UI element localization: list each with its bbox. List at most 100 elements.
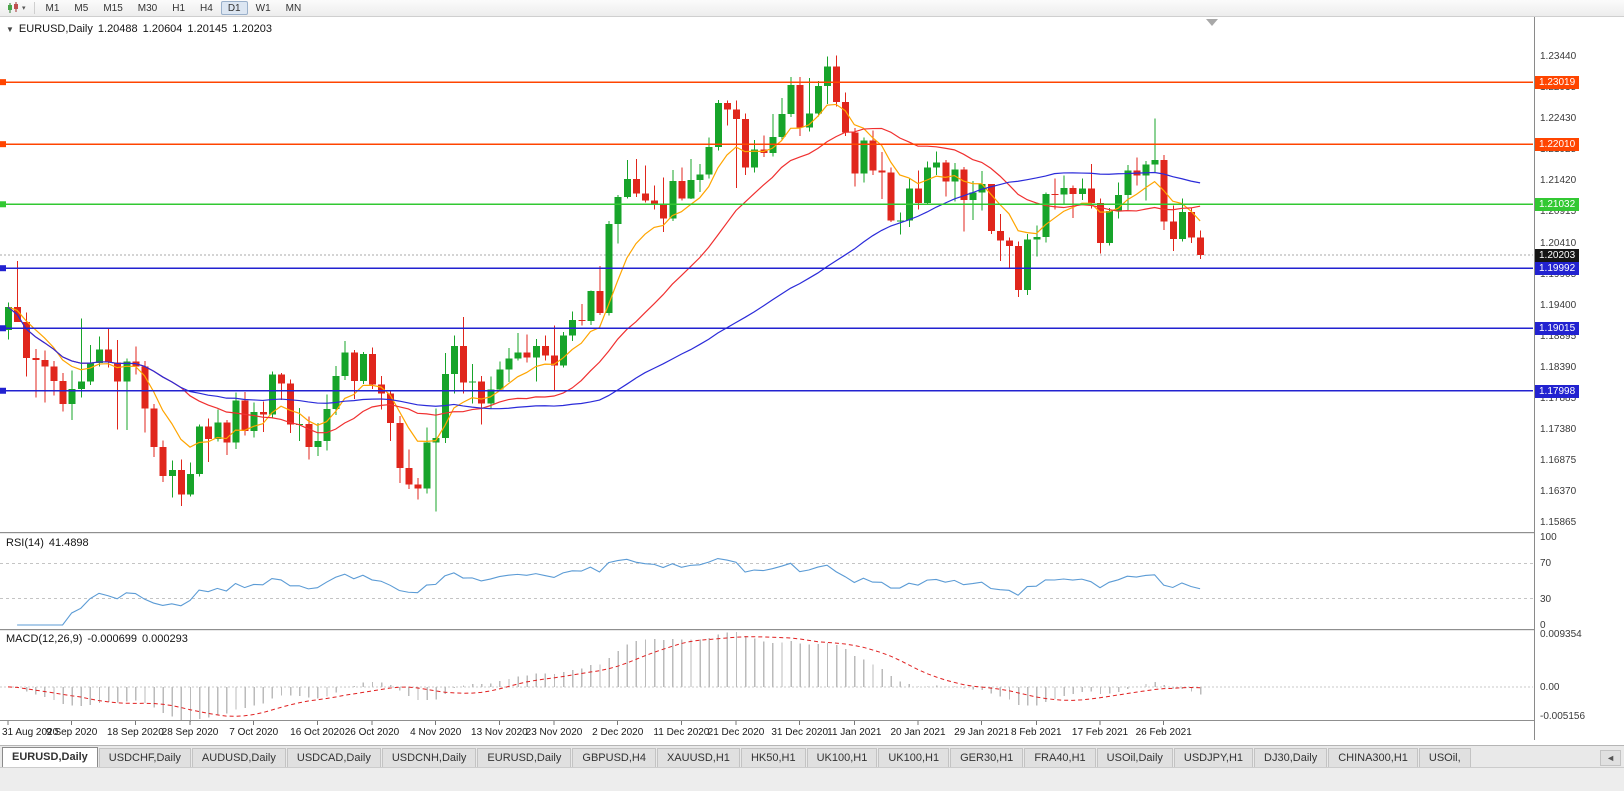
price-tick-label: 1.15865	[1540, 516, 1577, 528]
timeframe-button-m30[interactable]: M30	[137, 3, 158, 14]
chart-tab-ger30-h1[interactable]: GER30,H1	[950, 748, 1024, 768]
date-label: 2 Dec 2020	[592, 727, 644, 738]
candle-body	[1069, 187, 1077, 194]
chart-tab-eurusd-daily[interactable]: EURUSD,Daily	[2, 747, 98, 768]
chart-tab-usoil-[interactable]: USOil,	[1418, 748, 1471, 768]
chart-tab-usdjpy-h1[interactable]: USDJPY,H1	[1173, 748, 1254, 768]
rsi-title: RSI(14)	[6, 537, 44, 549]
timeframe-button-w1[interactable]: W1	[255, 3, 271, 14]
candle-body	[960, 169, 968, 201]
candle-body	[833, 66, 841, 102]
chart-tab-fra40-h1[interactable]: FRA40,H1	[1024, 748, 1096, 768]
candle-body	[460, 345, 467, 383]
candle-body	[796, 85, 804, 128]
candle-body	[723, 102, 731, 110]
candle-body	[678, 181, 686, 199]
candle-body	[32, 358, 40, 360]
date-label: 23 Nov 2020	[526, 727, 583, 738]
chart-tab-hk50-h1[interactable]: HK50,H1	[740, 748, 806, 768]
candle-body	[1006, 240, 1013, 247]
candle-body	[86, 362, 94, 382]
hline-price-tag[interactable]: 1.23019	[1535, 76, 1580, 90]
candle-body	[742, 118, 750, 168]
date-label: 7 Oct 2020	[229, 727, 278, 738]
date-label: 29 Jan 2021	[954, 727, 1009, 738]
timeframe-button-m15[interactable]: M15	[103, 3, 123, 14]
date-label: 20 Jan 2021	[890, 727, 945, 738]
hline-price-tag[interactable]: 1.17998	[1535, 384, 1580, 398]
chart-tab-usoil-daily[interactable]: USOil,Daily	[1096, 748, 1173, 768]
timeframe-button-d1[interactable]: D1	[220, 1, 248, 15]
chart-tab-strip: EURUSD,Daily USDCHF,Daily AUDUSD,Daily USDC…	[0, 745, 1624, 768]
chart-tab-eurusd-daily[interactable]: EURUSD,Daily	[477, 748, 572, 768]
candle-body	[405, 468, 413, 485]
hline-price-tag[interactable]: 1.21032	[1535, 198, 1580, 212]
candle-body	[1097, 203, 1104, 244]
candle-body	[41, 359, 49, 367]
date-label: 31 Aug 2020	[2, 727, 59, 738]
candle-body	[887, 172, 895, 221]
price-tick-label: 1.23440	[1540, 51, 1577, 63]
chart-shift-marker[interactable]	[1206, 19, 1218, 26]
candle-body	[505, 358, 513, 370]
chart-type-button[interactable]: ▾	[3, 1, 30, 16]
candle-body	[314, 441, 322, 448]
chart-tab-usdcad-daily[interactable]: USDCAD,Daily	[286, 748, 381, 768]
price-tick-label: 1.18895	[1540, 330, 1577, 342]
candlestick-chart-icon	[8, 2, 18, 13]
chart-tab-xauusd-h1[interactable]: XAUUSD,H1	[656, 748, 740, 768]
candle-body	[1115, 195, 1123, 212]
chart-tab-usdchf-daily[interactable]: USDCHF,Daily	[98, 748, 191, 768]
macd-header: MACD(12,26,9) -0.000699 0.000293	[6, 633, 188, 645]
timeframes-toolbar: ▾ M1 M5 M15 M30 H1 H4 D1 W1 MN	[0, 0, 1624, 17]
candle-body	[1060, 187, 1068, 195]
candle-body	[523, 352, 531, 358]
candle-body	[5, 307, 12, 330]
timeframe-buttons: M1 M5 M15 M30 H1 H4 D1 W1 MN	[39, 1, 309, 15]
chart-tab-dj30-daily[interactable]: DJ30,Daily	[1254, 748, 1328, 768]
candle-body	[305, 423, 313, 448]
candle-body	[896, 220, 904, 222]
candle-body	[933, 162, 941, 168]
hline-price-tag[interactable]: 1.19015	[1535, 322, 1580, 336]
chart-tab-uk100-h1[interactable]: UK100,H1	[878, 748, 950, 768]
candle-body	[824, 66, 831, 86]
rsi-tick-label: 30	[1540, 593, 1552, 605]
ohlc-high: 1.20604	[142, 23, 183, 35]
chart-tab-uk100-h1[interactable]: UK100,H1	[806, 748, 878, 768]
candle-body	[496, 369, 504, 390]
candle-body	[614, 197, 622, 225]
chart-tab-gbpusd-h4[interactable]: GBPUSD,H4	[572, 748, 656, 768]
candle-body	[514, 352, 522, 359]
chevron-down-icon: ▾	[22, 5, 26, 12]
timeframe-button-h4[interactable]: H4	[200, 3, 213, 14]
candle-body	[623, 179, 631, 198]
candle-body	[705, 147, 713, 175]
candle-body	[842, 101, 850, 133]
candle-body	[341, 352, 349, 376]
timeframe-button-m5[interactable]: M5	[74, 3, 89, 14]
hline-price-tag[interactable]: 1.22010	[1535, 138, 1580, 152]
collapse-arrow-icon[interactable]: ▼	[6, 24, 14, 34]
timeframe-button-h1[interactable]: H1	[172, 3, 186, 14]
rsi-tick-label: 100	[1540, 532, 1557, 543]
ohlc-close: 1.20203	[232, 23, 272, 35]
macd-signal-line	[7, 636, 1201, 717]
hline-left-marker	[0, 325, 6, 332]
chart-tabs: EURUSD,Daily USDCHF,Daily AUDUSD,Daily USDC…	[2, 746, 1598, 768]
chart-tab-usdcnh-daily[interactable]: USDCNH,Daily	[381, 748, 477, 768]
chart-tab-audusd-daily[interactable]: AUDUSD,Daily	[191, 748, 286, 768]
candle-body	[332, 375, 340, 410]
timeframe-button-m1[interactable]: M1	[45, 3, 60, 14]
candle-body	[596, 291, 604, 314]
date-label: 31 Dec 2020	[771, 727, 828, 738]
candle-body	[532, 345, 540, 358]
candle-body	[541, 345, 549, 356]
candle-body	[578, 319, 586, 322]
chart-canvas[interactable]: 31 Aug 2020 9 Sep 2020 18 Sep 2020 28 Sep 2…	[0, 17, 1534, 740]
chart-tab-china300-h1[interactable]: CHINA300,H1	[1328, 748, 1418, 768]
tab-scroll-left-button[interactable]: ◄	[1600, 750, 1621, 766]
candle-body	[387, 393, 395, 424]
timeframe-button-mn[interactable]: MN	[285, 3, 302, 14]
hline-price-tag[interactable]: 1.19992	[1535, 262, 1580, 276]
